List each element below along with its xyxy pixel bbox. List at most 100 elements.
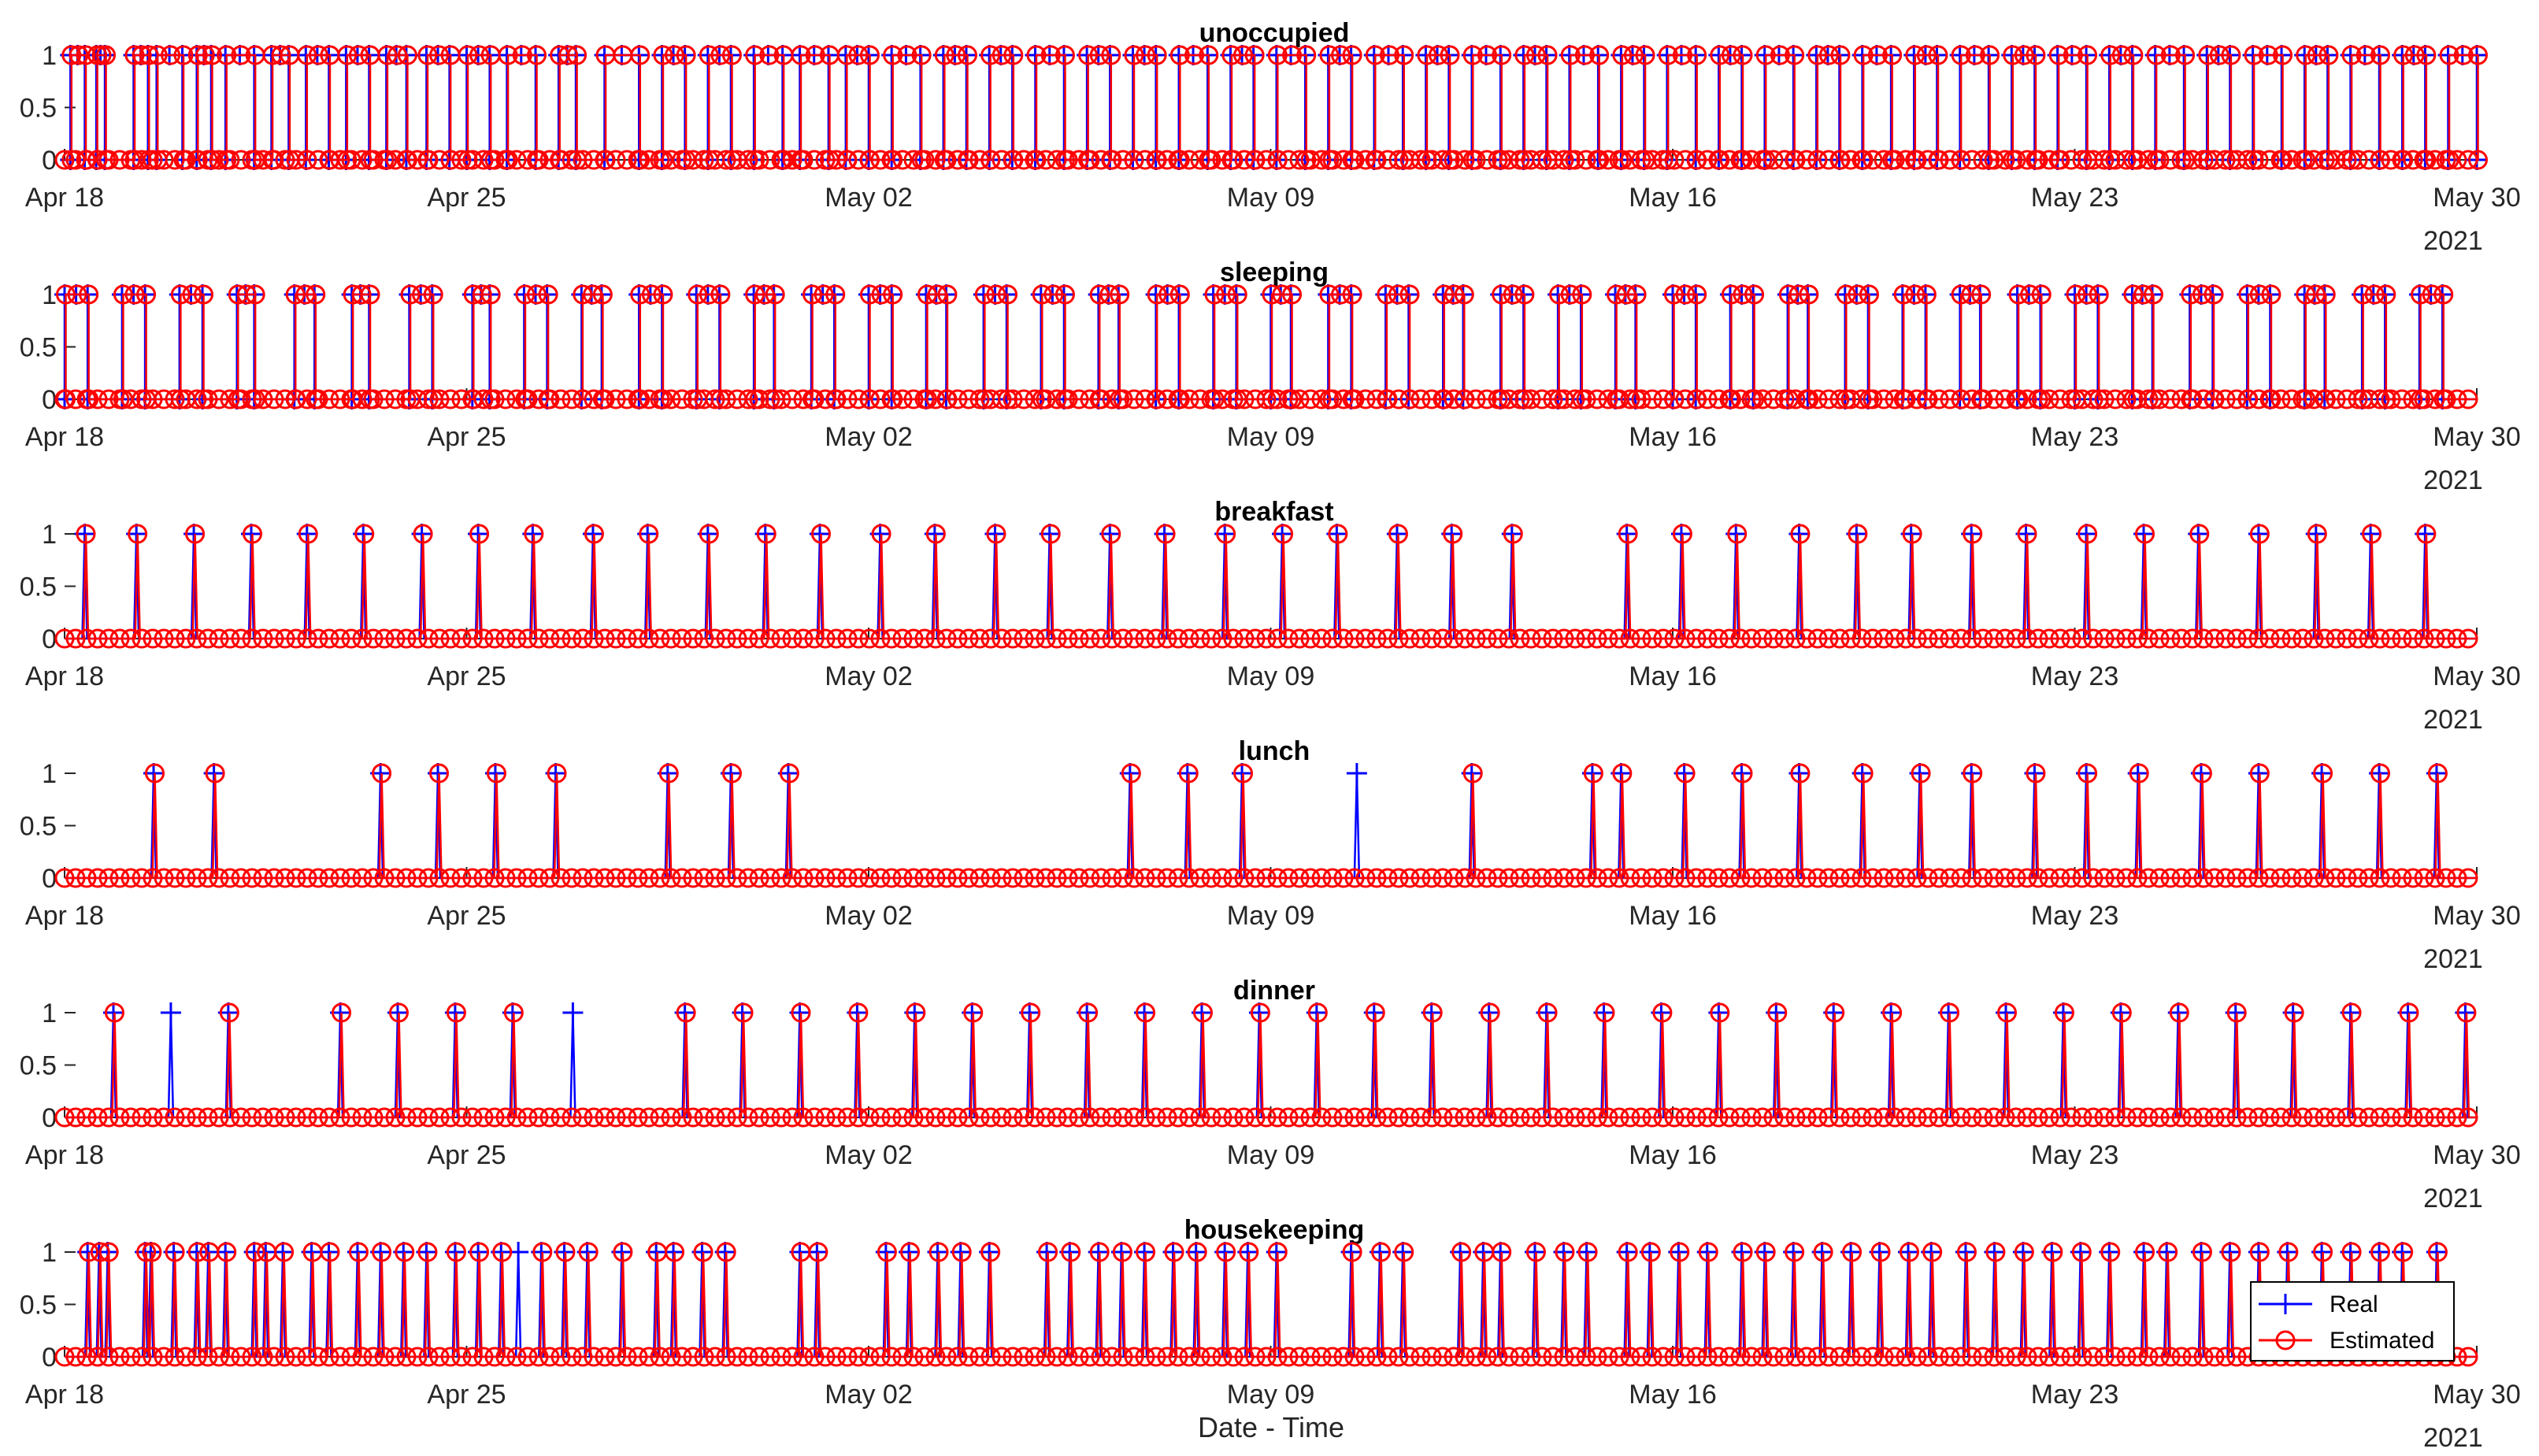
data-point-estimated: [2133, 284, 2154, 305]
data-point-estimated: [1026, 45, 1047, 65]
data-point-estimated: [2337, 389, 2357, 409]
data-point-estimated: [517, 389, 538, 409]
data-point-estimated: [385, 628, 406, 649]
data-point-estimated: [870, 868, 891, 888]
data-point-estimated: [1080, 628, 1100, 649]
data-point-estimated: [1752, 628, 1773, 649]
data-point-estimated: [220, 868, 240, 888]
data-point-estimated: [2135, 1242, 2155, 1262]
data-point-estimated: [892, 868, 913, 888]
data-point-estimated: [2193, 628, 2214, 649]
data-point-estimated: [802, 284, 823, 305]
data-point-estimated: [1047, 150, 1067, 170]
data-point-estimated: [1730, 1347, 1751, 1367]
data-point-estimated: [2192, 1242, 2212, 1262]
data-point-estimated: [1245, 868, 1266, 888]
data-point-estimated: [1962, 1107, 1982, 1128]
data-point-estimated: [1146, 1107, 1166, 1128]
data-point-estimated: [1698, 1242, 1718, 1262]
data-point-estimated: [1733, 763, 1753, 784]
data-point-estimated: [2017, 524, 2037, 544]
data-point-estimated: [672, 1107, 692, 1128]
data-point-estimated: [650, 1347, 670, 1367]
data-point-estimated: [1521, 150, 1541, 170]
data-point-estimated: [2393, 1242, 2414, 1262]
data-point-estimated: [661, 389, 681, 409]
data-point-estimated: [1480, 1002, 1500, 1023]
data-point-estimated: [2083, 628, 2103, 649]
data-point-estimated: [187, 1107, 207, 1128]
data-point-estimated: [1918, 150, 1938, 170]
data-point-estimated: [517, 1347, 538, 1367]
data-point-estimated: [699, 45, 719, 65]
data-point-estimated: [2284, 1002, 2304, 1023]
data-point-estimated: [2414, 150, 2434, 170]
data-point-estimated: [826, 389, 847, 409]
data-point-estimated: [176, 628, 196, 649]
data-point-estimated: [275, 150, 295, 170]
data-point-estimated: [1510, 1107, 1530, 1128]
data-point-estimated: [372, 763, 392, 784]
data-point-estimated: [2414, 868, 2434, 888]
data-point-estimated: [154, 1107, 174, 1128]
data-point-estimated: [372, 1242, 392, 1262]
year-label: 2021: [2423, 1423, 2483, 1453]
data-point-estimated: [1300, 389, 1321, 409]
data-point-estimated: [1488, 150, 1508, 170]
data-point-estimated: [1168, 150, 1188, 170]
data-point-estimated: [1421, 150, 1442, 170]
data-point-estimated: [2039, 1107, 2059, 1128]
data-point-estimated: [911, 45, 932, 65]
data-point-estimated: [2123, 45, 2144, 65]
data-point-estimated: [693, 1242, 714, 1262]
data-point-estimated: [2043, 1242, 2063, 1262]
data-point-estimated: [2326, 868, 2346, 888]
data-point-estimated: [2215, 1107, 2236, 1128]
data-point-estimated: [205, 763, 225, 784]
data-point-estimated: [2416, 45, 2437, 65]
data-point-estimated: [429, 868, 450, 888]
data-point-estimated: [1572, 284, 1592, 305]
data-point-estimated: [1113, 1107, 1133, 1128]
data-point-estimated: [688, 284, 708, 305]
data-point-estimated: [641, 284, 662, 305]
data-point-estimated: [469, 45, 490, 65]
y-tick-label: 0.5: [20, 812, 57, 842]
data-point-estimated: [550, 868, 571, 888]
data-point-estimated: [1719, 628, 1740, 649]
data-point-estimated: [2078, 45, 2098, 65]
data-point-estimated: [606, 1107, 626, 1128]
data-point-estimated: [1840, 150, 1861, 170]
data-point-estimated: [1040, 524, 1061, 544]
year-label: 2021: [2423, 1184, 2483, 1213]
data-point-estimated: [1433, 628, 1453, 649]
data-point-estimated: [1885, 389, 1905, 409]
data-point-estimated: [705, 868, 725, 888]
data-point-estimated: [1807, 389, 1828, 409]
data-point-estimated: [1885, 1347, 1905, 1367]
data-point-estimated: [1697, 1107, 1718, 1128]
data-point-estimated: [440, 389, 461, 409]
data-point-estimated: [76, 1107, 97, 1128]
data-point-estimated: [2370, 1242, 2391, 1262]
data-point-estimated: [264, 868, 284, 888]
data-point-estimated: [2039, 1347, 2059, 1367]
y-tick-label: 0.5: [20, 1051, 57, 1081]
data-point-estimated: [109, 389, 130, 409]
data-point-estimated: [1245, 389, 1266, 409]
data-point-estimated: [1333, 868, 1354, 888]
data-point-estimated: [1940, 389, 1960, 409]
data-point-estimated: [1995, 150, 2015, 170]
data-point-estimated: [1058, 150, 1078, 170]
data-point-estimated: [1234, 1347, 1255, 1367]
data-point-estimated: [363, 868, 384, 888]
data-point-estimated: [2304, 150, 2324, 170]
x-tick-label: May 30: [2433, 901, 2521, 931]
data-point-estimated: [738, 1107, 758, 1128]
data-point-estimated: [297, 868, 317, 888]
data-point-estimated: [1201, 389, 1221, 409]
data-point-estimated: [495, 1107, 516, 1128]
data-point-estimated: [1099, 284, 1120, 305]
year-label: 2021: [2423, 465, 2483, 495]
data-point-estimated: [109, 1107, 130, 1128]
